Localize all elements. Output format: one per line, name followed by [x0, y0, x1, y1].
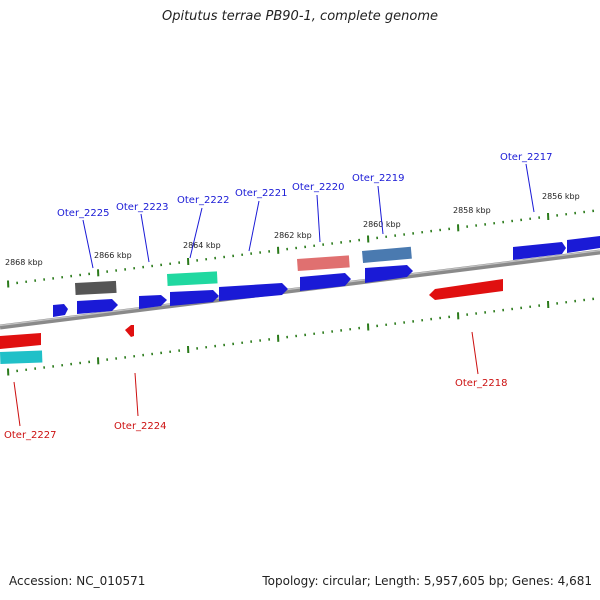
tick-row-top	[7, 209, 595, 288]
feature-block-steel[interactable]	[362, 246, 412, 263]
gene-label-oter-2222[interactable]: Oter_2222	[177, 195, 230, 206]
kbp-label-2864: 2864 kbp	[183, 241, 221, 250]
kbp-label-2862: 2862 kbp	[274, 231, 312, 240]
leader-line	[82, 219, 94, 269]
leader-line	[140, 213, 150, 263]
gene-label-oter-2227[interactable]: Oter_2227	[4, 430, 57, 441]
reverse-genes	[0, 279, 503, 349]
leader-line	[471, 331, 479, 375]
gene-arrow-reverse[interactable]	[429, 279, 503, 300]
feature-block-cyan[interactable]	[0, 350, 43, 364]
gene-arrow-forward[interactable]	[170, 290, 219, 306]
leader-line	[316, 194, 321, 243]
gene-arrow-forward[interactable]	[567, 236, 600, 253]
genome-title: Opitutus terrae PB90-1, complete genome	[161, 9, 439, 24]
leader-line	[248, 200, 260, 252]
gene-label-oter-2225[interactable]: Oter_2225	[57, 208, 110, 219]
kbp-label-2868: 2868 kbp	[5, 258, 43, 267]
genome-summary-text: Topology: circular; Length: 5,957,605 bp…	[262, 574, 592, 588]
gene-arrow-forward[interactable]	[53, 304, 68, 317]
leader-line	[377, 185, 384, 235]
gene-label-oter-2224[interactable]: Oter_2224	[114, 421, 167, 432]
gene-label-oter-2221[interactable]: Oter_2221	[235, 188, 288, 199]
feature-block-teal[interactable]	[167, 271, 218, 286]
gene-arrow-reverse[interactable]	[125, 325, 134, 337]
leader-line	[13, 381, 21, 427]
gene-label-oter-2217[interactable]: Oter_2217	[500, 152, 553, 163]
gene-arrow-forward[interactable]	[139, 295, 167, 309]
kbp-label-2866: 2866 kbp	[94, 251, 132, 260]
gene-arrow-forward[interactable]	[77, 299, 118, 314]
kbp-label-2858: 2858 kbp	[453, 206, 491, 215]
gene-label-oter-2223[interactable]: Oter_2223	[116, 202, 169, 213]
gene-arrow-reverse[interactable]	[0, 333, 41, 349]
kbp-label-2856: 2856 kbp	[542, 192, 580, 201]
gene-arrow-forward[interactable]	[219, 283, 288, 301]
leader-line	[525, 163, 535, 213]
leader-line	[189, 207, 203, 259]
accession-text: Accession: NC_010571	[9, 574, 146, 588]
gene-label-oter-2218[interactable]: Oter_2218	[455, 378, 508, 389]
feature-block-pink[interactable]	[297, 255, 350, 271]
gene-label-oter-2220[interactable]: Oter_2220	[292, 182, 345, 193]
leader-line	[134, 372, 139, 417]
feature-block-gray[interactable]	[75, 280, 117, 295]
gene-arrow-forward[interactable]	[365, 265, 413, 283]
gene-arrow-forward[interactable]	[300, 273, 351, 291]
gene-label-oter-2219[interactable]: Oter_2219	[352, 173, 405, 184]
tick-row-bottom	[7, 297, 595, 376]
gene-arrow-forward[interactable]	[513, 242, 566, 260]
forward-genes	[53, 236, 600, 317]
